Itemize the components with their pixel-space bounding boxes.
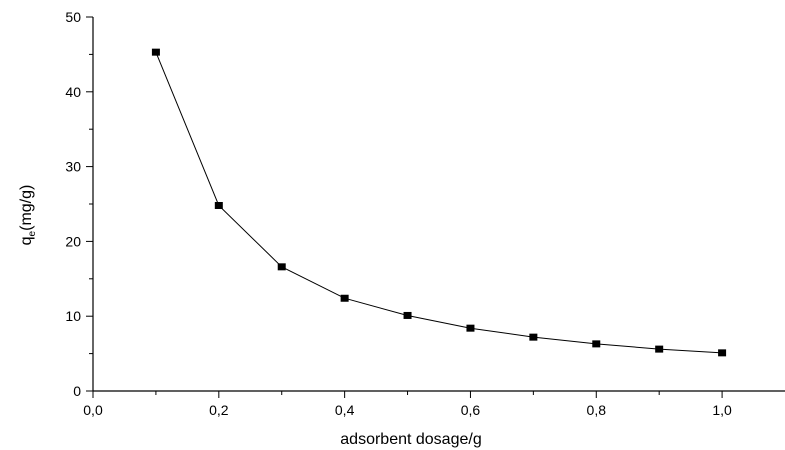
data-point — [277, 263, 286, 271]
y-tick-label: 30 — [65, 159, 81, 175]
y-axis-title-main: q — [18, 236, 35, 245]
tick-labels: 0,0 0,2 0,4 0,6 0,8 1,0 0 10 20 30 40 50 — [65, 9, 732, 418]
y-axis-title-subscript: e — [27, 230, 38, 236]
y-tick-label: 50 — [65, 9, 81, 25]
y-tick-label: 20 — [65, 233, 81, 249]
y-axis-title: qe(mg/g) — [18, 185, 38, 246]
data-point — [340, 294, 349, 302]
data-point — [151, 48, 160, 56]
data-point — [718, 349, 727, 357]
y-axis-title-unit: (mg/g) — [18, 185, 35, 231]
tick-marks — [86, 16, 723, 398]
x-tick-label: 0,0 — [83, 402, 103, 418]
y-tick-label: 40 — [65, 84, 81, 100]
y-tick-label: 10 — [65, 308, 81, 324]
x-tick-label: 0,8 — [587, 402, 607, 418]
data-point — [655, 345, 664, 353]
x-tick-label: 0,4 — [335, 402, 355, 418]
x-axis-title: adsorbent dosage/g — [340, 431, 481, 448]
data-point — [403, 311, 412, 319]
x-tick-label: 0,2 — [209, 402, 229, 418]
data-point — [529, 333, 538, 341]
series-layer — [151, 48, 727, 357]
x-tick-label: 0,6 — [461, 402, 481, 418]
axes — [92, 17, 785, 392]
series-line — [155, 52, 723, 354]
data-point — [592, 340, 601, 348]
x-tick-label: 1,0 — [712, 402, 732, 418]
data-point — [214, 201, 223, 209]
y-tick-label: 0 — [73, 383, 81, 399]
data-point — [466, 324, 475, 332]
